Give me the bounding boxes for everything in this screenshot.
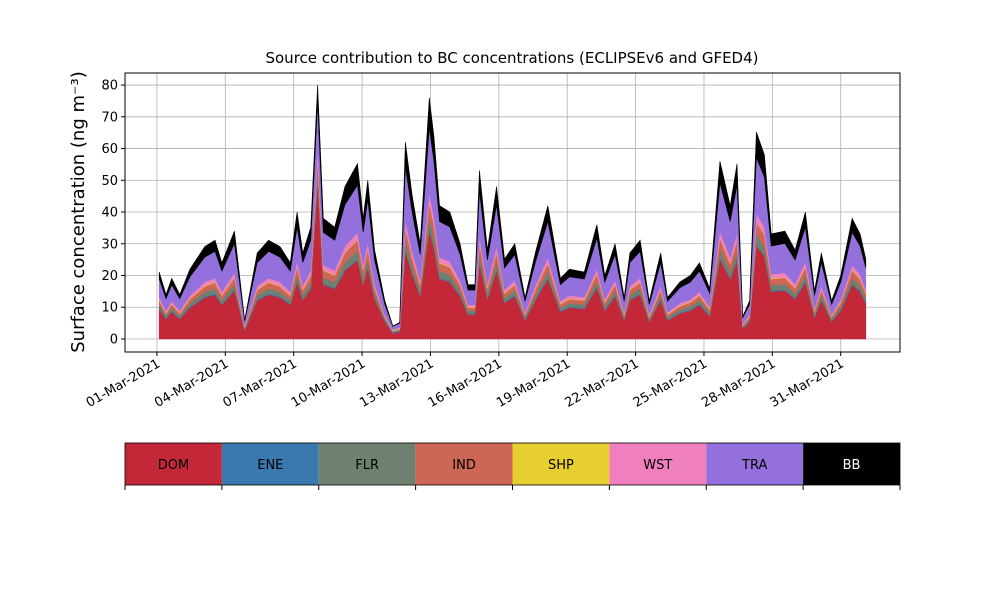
y-tick-label: 80 [101,79,118,94]
x-tick-label: 16-Mar-2021 [426,356,505,410]
legend-label: DOM [158,458,189,473]
x-tick-label: 04-Mar-2021 [152,356,231,410]
y-axis-label: Surface concentration (ng m⁻³) [68,71,89,353]
y-tick-label: 30 [101,237,118,252]
y-tick-label: 20 [101,269,118,284]
legend-label: IND [452,458,476,473]
x-tick-label: 28-Mar-2021 [699,356,778,410]
legend-label: TRA [741,458,767,473]
x-tick-label: 07-Mar-2021 [221,356,300,410]
y-tick-label: 50 [101,174,118,189]
area-bb [158,85,867,327]
legend-swatch [803,443,900,485]
y-tick-label: 70 [101,110,118,125]
y-tick-label: 60 [101,142,118,157]
legend-label: FLR [355,458,379,473]
x-tick-label: 22-Mar-2021 [562,356,641,410]
legend-swatch [512,443,610,485]
x-tick-label: 19-Mar-2021 [494,356,573,410]
x-tick-label: 01-Mar-2021 [84,356,163,410]
y-tick-label: 0 [110,332,118,347]
legend-label: BB [843,458,861,473]
x-tick-label: 10-Mar-2021 [289,356,368,410]
legend-swatch [609,443,707,485]
legend-label: SHP [548,458,574,473]
legend-label: WST [643,458,672,473]
legend-swatch [318,443,416,485]
legend-swatch [125,443,222,485]
x-tick-label: 13-Mar-2021 [357,356,436,410]
chart-title: Source contribution to BC concentrations… [265,49,758,67]
legend-label: ENE [257,458,283,473]
y-tick-label: 40 [101,206,118,221]
x-tick-label: 31-Mar-2021 [768,356,847,410]
y-tick-label: 10 [101,301,118,316]
legend-swatch [221,443,319,485]
x-tick-label: 25-Mar-2021 [631,356,710,410]
legend-swatch [415,443,513,485]
legend-swatch [706,443,804,485]
